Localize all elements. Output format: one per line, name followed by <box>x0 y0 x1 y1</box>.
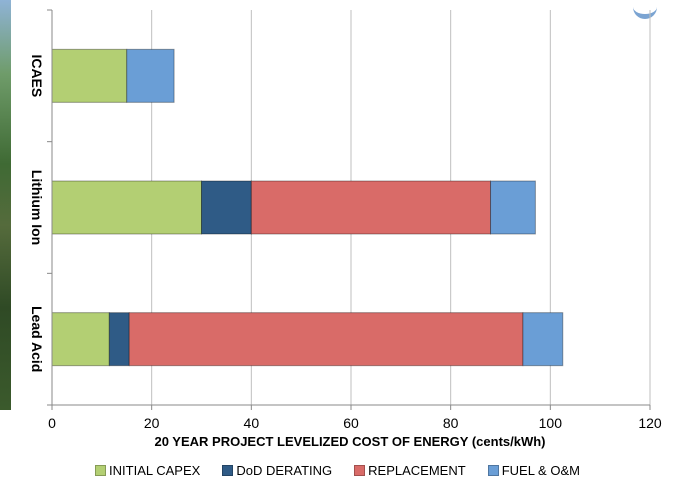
bars <box>51 48 564 367</box>
legend-item: INITIAL CAPEX <box>95 463 200 478</box>
legend-label: REPLACEMENT <box>368 462 466 478</box>
x-tick-label: 100 <box>539 415 563 431</box>
legend-swatch <box>95 464 107 476</box>
legend-swatch <box>222 464 234 476</box>
bar-segment <box>51 312 110 367</box>
x-tick-label: 40 <box>244 415 260 431</box>
legend: INITIAL CAPEX DoD DERATING REPLACEMENT FUEL… <box>0 460 675 480</box>
legend-label: INITIAL CAPEX <box>109 462 201 478</box>
background-photo-strip <box>0 0 11 410</box>
legend-label: DoD DERATING <box>236 462 333 478</box>
x-tick-label: 80 <box>443 415 459 431</box>
x-tick-label: 60 <box>343 415 359 431</box>
bar-segment <box>490 180 536 235</box>
legend-swatch <box>354 464 366 476</box>
corner-decoration <box>633 0 657 19</box>
axes <box>47 9 651 410</box>
bar-segment <box>522 312 564 367</box>
legend-item: FUEL & O&M <box>487 462 580 478</box>
bar-segment <box>51 48 128 103</box>
bar-segment <box>250 180 492 235</box>
bar-segment <box>128 312 524 367</box>
x-tick-label: 20 <box>144 415 160 431</box>
stacked-bar-chart: 0 20 40 60 80 100 120 ICAES Lithium Ion Lead Aci… <box>29 9 662 449</box>
bar-segment <box>108 312 130 367</box>
category-label: Lithium Ion <box>29 170 45 245</box>
legend-swatch <box>487 464 499 476</box>
x-tick-labels: 0 20 40 60 80 100 120 <box>48 415 662 431</box>
x-axis-title: 20 YEAR PROJECT LEVELIZED COST OF ENERGY… <box>154 434 545 449</box>
bar-segment <box>201 180 252 235</box>
category-label: ICAES <box>29 54 45 97</box>
legend-item: DoD DERATING <box>222 463 332 478</box>
x-tick-label: 120 <box>638 415 662 431</box>
category-label: Lead Acid <box>29 306 45 372</box>
category-labels: ICAES Lithium Ion Lead Acid <box>29 54 45 372</box>
bar-segment <box>51 180 202 235</box>
legend-item: REPLACEMENT <box>354 463 466 478</box>
x-tick-label: 0 <box>48 415 56 431</box>
legend-label: FUEL & O&M <box>501 462 580 478</box>
bar-segment <box>126 48 175 103</box>
